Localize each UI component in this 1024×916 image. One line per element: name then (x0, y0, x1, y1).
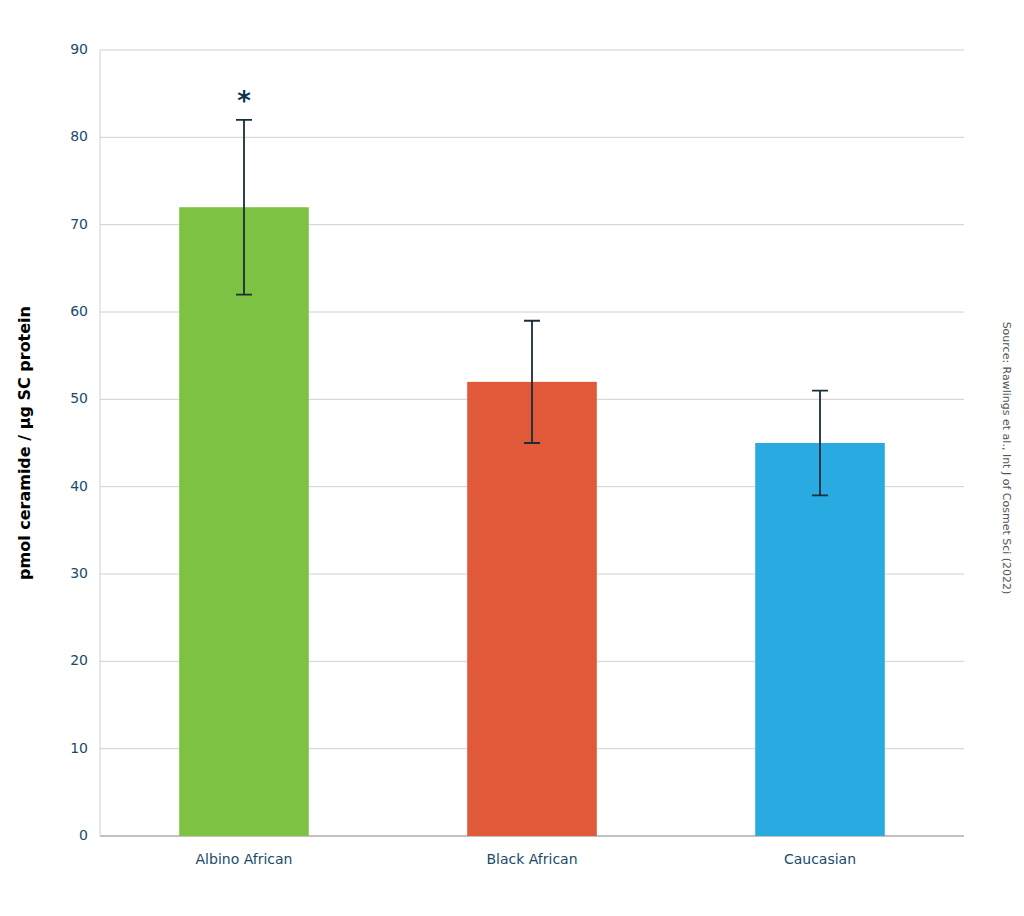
bar (755, 443, 885, 836)
error-bar (812, 391, 828, 496)
bars (179, 120, 885, 836)
y-tick-label: 50 (70, 390, 88, 406)
x-tick-label: Albino African (196, 851, 293, 867)
y-tick-label: 0 (79, 827, 88, 843)
y-tick-label: 30 (70, 565, 88, 581)
y-tick-label: 70 (70, 216, 88, 232)
y-axis-label: pmol ceramide / μg SC protein (15, 306, 34, 580)
x-tick-label: Caucasian (784, 851, 856, 867)
bar (179, 207, 309, 836)
y-tick-label: 10 (70, 740, 88, 756)
y-axis-line (100, 50, 101, 836)
y-tick-label: 90 (70, 41, 88, 57)
source-note: Source: Rawlings et al., Int J of Cosmet… (1000, 322, 1013, 595)
chart-container: 0 10 20 30 40 50 60 70 80 90 Albino African Black A… (0, 0, 1024, 916)
grid-line (100, 50, 964, 51)
y-tick-label: 40 (70, 478, 88, 494)
grid-line (100, 137, 964, 138)
error-bar (524, 321, 540, 443)
y-tick-label: 80 (70, 128, 88, 144)
chart-svg: 0 10 20 30 40 50 60 70 80 90 Albino African Black A… (0, 0, 1024, 916)
y-tick-label: 20 (70, 652, 88, 668)
x-tick-label: Black African (486, 851, 577, 867)
y-tick-label: 60 (70, 303, 88, 319)
grid (100, 50, 964, 836)
annotation: * (237, 86, 251, 116)
bar (467, 382, 597, 836)
error-bar (236, 120, 252, 295)
